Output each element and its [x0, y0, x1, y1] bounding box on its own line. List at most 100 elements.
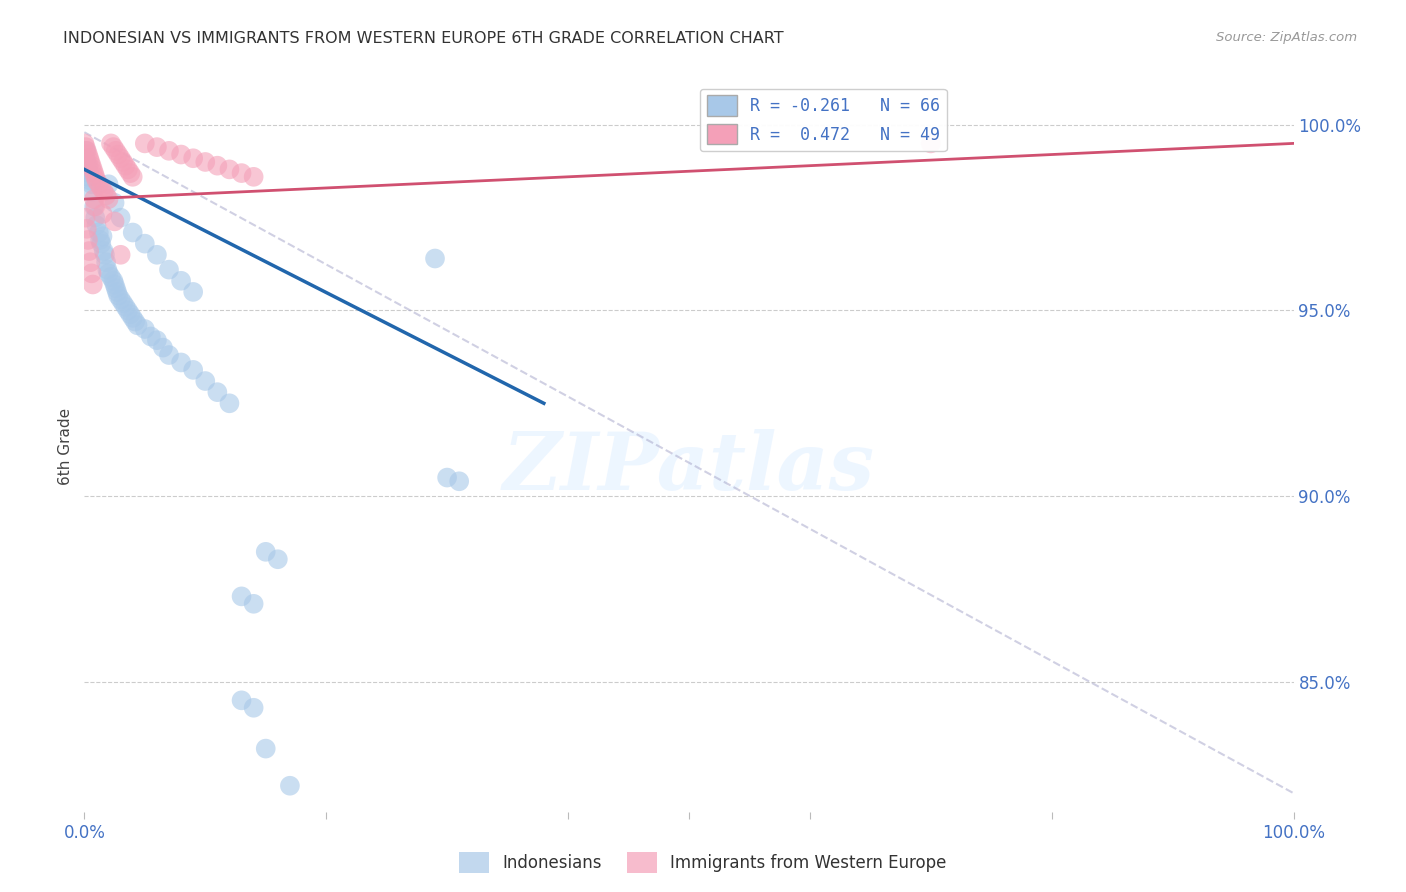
Point	[231, 590, 253, 604]
Point	[82, 185, 104, 199]
Point	[146, 333, 169, 347]
Point	[157, 348, 180, 362]
Point	[114, 300, 136, 314]
Point	[218, 162, 240, 177]
Point	[146, 140, 169, 154]
Point	[134, 136, 156, 151]
Point	[75, 140, 97, 154]
Point	[104, 144, 127, 158]
Point	[87, 226, 110, 240]
Point	[207, 159, 229, 173]
Point	[91, 229, 114, 244]
Point	[77, 151, 100, 165]
Point	[181, 151, 204, 165]
Point	[121, 310, 143, 325]
Point	[104, 214, 127, 228]
Text: ZIPatlas: ZIPatlas	[503, 429, 875, 507]
Point	[96, 262, 118, 277]
Point	[104, 195, 127, 210]
Point	[77, 233, 100, 247]
Point	[107, 288, 129, 302]
Point	[103, 274, 125, 288]
Point	[84, 211, 107, 225]
Point	[242, 700, 264, 714]
Point	[278, 779, 301, 793]
Point	[194, 374, 217, 388]
Point	[103, 140, 125, 154]
Point	[231, 693, 253, 707]
Point	[80, 159, 103, 173]
Point	[93, 244, 115, 258]
Point	[157, 144, 180, 158]
Point	[423, 252, 446, 266]
Legend: R = -0.261   N = 66, R =  0.472   N = 49: R = -0.261 N = 66, R = 0.472 N = 49	[700, 88, 946, 151]
Point	[170, 355, 193, 369]
Point	[82, 162, 104, 177]
Point	[94, 255, 117, 269]
Point	[181, 363, 204, 377]
Point	[104, 281, 127, 295]
Point	[82, 277, 104, 292]
Point	[83, 192, 105, 206]
Point	[97, 192, 120, 206]
Point	[114, 159, 136, 173]
Point	[73, 136, 96, 151]
Point	[194, 155, 217, 169]
Point	[127, 318, 149, 333]
Point	[254, 545, 277, 559]
Point	[94, 248, 117, 262]
Point	[84, 169, 107, 184]
Point	[449, 475, 471, 489]
Point	[75, 144, 97, 158]
Point	[170, 147, 193, 161]
Point	[110, 248, 132, 262]
Point	[77, 159, 100, 173]
Point	[87, 178, 110, 192]
Point	[80, 178, 103, 192]
Point	[76, 221, 98, 235]
Point	[120, 166, 142, 180]
Point	[76, 144, 98, 158]
Point	[267, 552, 290, 566]
Point	[170, 274, 193, 288]
Point	[242, 597, 264, 611]
Point	[77, 166, 100, 180]
Point	[120, 307, 142, 321]
Point	[100, 270, 122, 285]
Point	[117, 303, 139, 318]
Point	[105, 285, 128, 299]
Point	[79, 173, 101, 187]
Point	[90, 236, 112, 251]
Point	[134, 236, 156, 251]
Point	[157, 262, 180, 277]
Point	[242, 169, 264, 184]
Point	[112, 155, 135, 169]
Point	[86, 218, 108, 232]
Point	[76, 162, 98, 177]
Point	[94, 188, 117, 202]
Point	[75, 151, 97, 165]
Point	[112, 296, 135, 310]
Point	[75, 211, 97, 225]
Text: Source: ZipAtlas.com: Source: ZipAtlas.com	[1216, 31, 1357, 45]
Point	[83, 166, 105, 180]
Point	[110, 151, 132, 165]
Point	[920, 136, 942, 151]
Point	[134, 322, 156, 336]
Point	[91, 207, 114, 221]
Legend: Indonesians, Immigrants from Western Europe: Indonesians, Immigrants from Western Eur…	[453, 846, 953, 880]
Point	[110, 293, 132, 307]
Point	[97, 178, 120, 192]
Text: INDONESIAN VS IMMIGRANTS FROM WESTERN EUROPE 6TH GRADE CORRELATION CHART: INDONESIAN VS IMMIGRANTS FROM WESTERN EU…	[63, 31, 785, 46]
Y-axis label: 6th Grade: 6th Grade	[58, 408, 73, 484]
Point	[90, 181, 112, 195]
Point	[97, 266, 120, 280]
Point	[231, 166, 253, 180]
Point	[100, 136, 122, 151]
Point	[77, 244, 100, 258]
Point	[77, 147, 100, 161]
Point	[84, 200, 107, 214]
Point	[104, 277, 127, 292]
Point	[121, 169, 143, 184]
Point	[139, 329, 162, 343]
